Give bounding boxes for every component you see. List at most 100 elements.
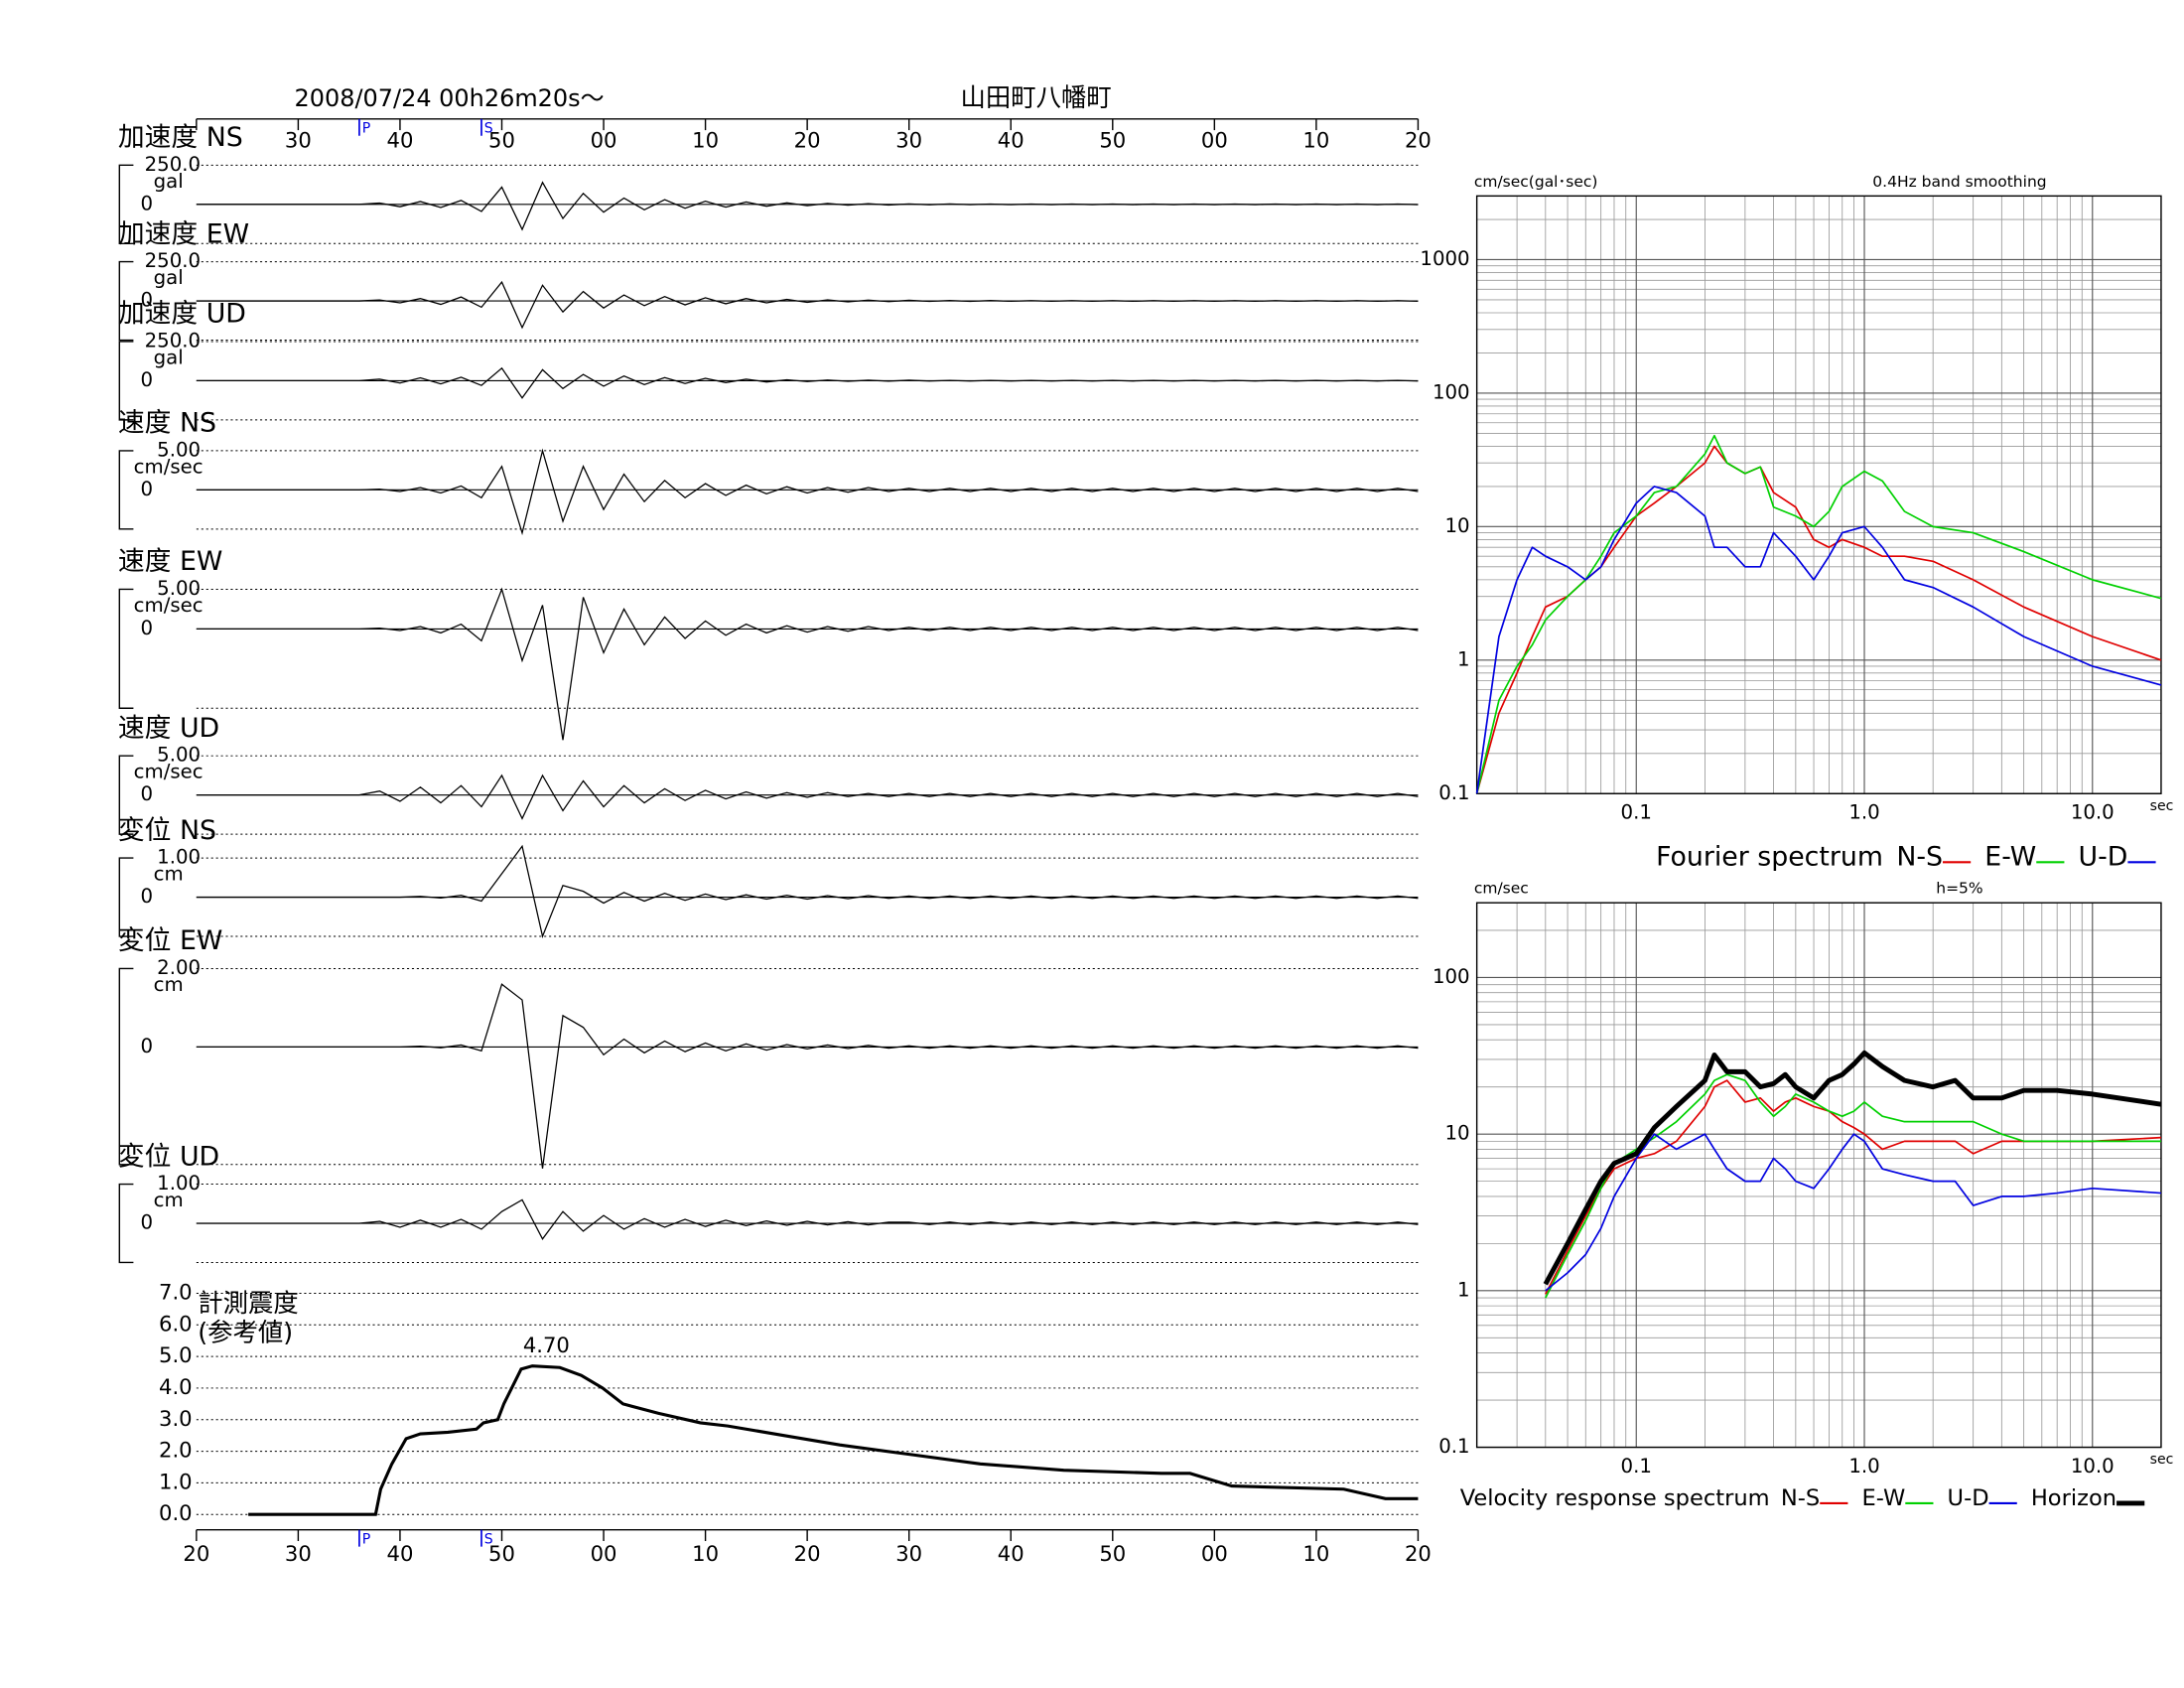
y-tick-label: 250.0 bbox=[145, 249, 201, 272]
spectrum-line bbox=[1545, 1133, 2162, 1292]
y-tick-label: 1.00 bbox=[157, 1172, 201, 1195]
legend-title: Velocity response spectrum bbox=[1460, 1485, 1770, 1511]
waveform bbox=[196, 181, 1419, 231]
legend-label: Horizon bbox=[2031, 1485, 2116, 1511]
y-tick-label: 1000 bbox=[1420, 247, 1469, 270]
phase-label: S bbox=[484, 1532, 493, 1548]
trace-bracket bbox=[118, 1183, 134, 1264]
y-tick-label: 0 bbox=[140, 1211, 153, 1234]
x-tick-label: 50 bbox=[488, 1541, 515, 1566]
trace-bracket bbox=[118, 164, 134, 244]
y-tick-label: 0 bbox=[140, 1035, 153, 1057]
x-tick-label: 10 bbox=[1302, 127, 1329, 152]
trace-bracket bbox=[118, 588, 134, 709]
trace-label: 速度 NS bbox=[118, 408, 216, 439]
waveform bbox=[196, 587, 1419, 741]
trace-bracket bbox=[118, 967, 134, 1166]
waveform bbox=[196, 280, 1419, 330]
phase-label: S bbox=[484, 121, 493, 137]
y-tick-label: 2.0 bbox=[159, 1438, 193, 1463]
trace-bracket bbox=[118, 341, 134, 421]
x-tick-label: 00 bbox=[591, 1541, 617, 1566]
spectrum-line bbox=[1545, 1073, 2161, 1299]
x-axis-unit: sec bbox=[2150, 798, 2174, 814]
y-tick-label: 0 bbox=[140, 368, 153, 391]
x-tick-label: 20 bbox=[1405, 1541, 1432, 1566]
trace-unit: cm/sec bbox=[134, 455, 204, 478]
x-tick-label: 10 bbox=[1302, 1541, 1329, 1566]
y-axis-unit: cm/sec(gal･sec) bbox=[1474, 173, 1598, 191]
x-tick-label: 40 bbox=[998, 1541, 1024, 1566]
x-tick-label: 00 bbox=[1201, 1541, 1228, 1566]
note: h=5% bbox=[1936, 880, 1982, 898]
y-axis-unit: cm/sec bbox=[1474, 880, 1529, 898]
x-tick-label: 30 bbox=[285, 127, 312, 152]
peak-label: 4.70 bbox=[523, 1333, 570, 1357]
spectrum-line bbox=[1543, 1050, 2162, 1286]
y-tick-label: 10 bbox=[1445, 1122, 1470, 1145]
trace-label: 速度 EW bbox=[118, 546, 222, 577]
y-tick-label: 0 bbox=[140, 617, 153, 639]
y-tick-label: 250.0 bbox=[145, 153, 201, 176]
x-tick-label: 30 bbox=[285, 1541, 312, 1566]
spectrum-line bbox=[1475, 486, 2162, 794]
legend-title: Fourier spectrum bbox=[1656, 842, 1883, 873]
y-tick-label: 100 bbox=[1433, 965, 1470, 988]
trace-unit: cm bbox=[154, 863, 184, 886]
x-tick-label: 00 bbox=[591, 127, 617, 152]
trace-bracket bbox=[118, 857, 134, 937]
trace-label: 加速度 NS bbox=[118, 122, 243, 153]
x-tick-label: 20 bbox=[794, 1541, 821, 1566]
x-tick-label: 1.0 bbox=[1848, 1455, 1879, 1477]
x-tick-label: 50 bbox=[1099, 1541, 1126, 1566]
x-tick-label: 40 bbox=[386, 1541, 413, 1566]
trace-label: 変位 EW bbox=[118, 925, 222, 956]
x-tick-label: 40 bbox=[386, 127, 413, 152]
y-tick-label: 0 bbox=[140, 289, 153, 312]
intensity-label: 計測震度 bbox=[198, 1288, 298, 1318]
y-tick-label: 6.0 bbox=[159, 1311, 193, 1336]
x-tick-label: 30 bbox=[895, 1541, 922, 1566]
trace-bracket bbox=[118, 450, 134, 530]
y-tick-label: 0.0 bbox=[159, 1500, 193, 1525]
station-name: 山田町八幡町 bbox=[961, 82, 1112, 112]
x-tick-label: 1.0 bbox=[1848, 800, 1879, 823]
y-tick-label: 250.0 bbox=[145, 329, 201, 352]
y-tick-label: 0 bbox=[140, 478, 153, 500]
y-tick-label: 5.00 bbox=[157, 744, 201, 767]
legend-label: N-S bbox=[1896, 842, 1943, 873]
x-tick-label: 00 bbox=[1201, 127, 1228, 152]
trace-unit: cm/sec bbox=[134, 761, 204, 783]
y-tick-label: 0 bbox=[140, 192, 153, 214]
intensity-curve bbox=[248, 1364, 1419, 1516]
y-tick-label: 0.1 bbox=[1438, 781, 1469, 804]
x-tick-label: 10 bbox=[692, 1541, 719, 1566]
x-tick-label: 30 bbox=[895, 127, 922, 152]
y-tick-label: 5.00 bbox=[157, 438, 201, 461]
y-tick-label: 1.00 bbox=[157, 846, 201, 869]
x-tick-label: 20 bbox=[794, 127, 821, 152]
x-tick-label: 50 bbox=[1099, 127, 1126, 152]
x-tick-label: 50 bbox=[488, 127, 515, 152]
x-tick-label: 10.0 bbox=[2071, 800, 2115, 823]
x-tick-label: 20 bbox=[1405, 127, 1432, 152]
legend-label: U-D bbox=[1948, 1485, 1989, 1511]
plot-frame bbox=[1475, 902, 2162, 1449]
note: 0.4Hz band smoothing bbox=[1872, 173, 2046, 191]
waveform bbox=[196, 844, 1419, 939]
waveform bbox=[196, 366, 1419, 399]
legend-label: E-W bbox=[1862, 1485, 1906, 1511]
y-tick-label: 1 bbox=[1457, 1278, 1470, 1301]
legend-label: U-D bbox=[2079, 842, 2128, 873]
phase-label: P bbox=[362, 1532, 371, 1548]
waveform bbox=[196, 1198, 1419, 1240]
y-tick-label: 1.0 bbox=[159, 1469, 193, 1493]
x-tick-label: 10.0 bbox=[2071, 1455, 2115, 1477]
phase-label: P bbox=[362, 121, 371, 137]
trace-label: 変位 UD bbox=[118, 1141, 219, 1172]
legend-label: N-S bbox=[1781, 1485, 1820, 1511]
trace-bracket bbox=[118, 260, 134, 342]
